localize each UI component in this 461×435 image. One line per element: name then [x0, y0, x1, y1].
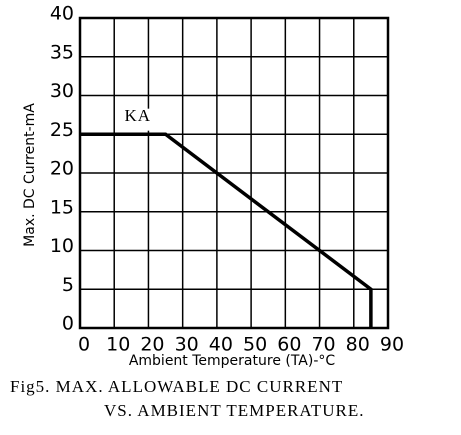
x-tick-label: 20: [140, 334, 164, 356]
x-tick-label: 90: [380, 334, 404, 356]
x-tick-label: 40: [209, 334, 233, 356]
plot-frame: [78, 16, 390, 330]
x-tick-label: 80: [346, 334, 370, 356]
caption: VS. AMBIENT TEMPERATURE.: [104, 401, 364, 420]
y-tick-label: 20: [50, 158, 74, 180]
x-tick-label: 0: [78, 334, 90, 356]
y-tick-label: 25: [50, 119, 74, 141]
x-tick-label: 60: [277, 334, 301, 356]
data-line: [80, 132, 373, 328]
caption: Fig5. MAX. ALLOWABLE DC CURRENT: [10, 377, 343, 396]
x-tick-label: 50: [243, 334, 267, 356]
y-tick-label: 40: [50, 3, 74, 25]
y-tick-label: 30: [50, 80, 74, 102]
x-axis-label: Ambient Temperature (TA)-°C: [129, 353, 336, 369]
annotation-bg: [122, 108, 157, 131]
y-tick-label: 10: [50, 235, 74, 257]
x-tick-label: 10: [106, 334, 130, 356]
x-tick-label: 30: [175, 334, 199, 356]
y-axis-label: Max. DC Current-mA: [22, 103, 38, 247]
y-tick-label: 35: [50, 41, 74, 63]
annotation: KA: [124, 106, 151, 125]
y-tick-label: 0: [62, 313, 74, 335]
y-tick-label: 15: [50, 196, 74, 218]
y-tick-label: 5: [62, 274, 74, 296]
x-tick-label: 70: [311, 334, 335, 356]
